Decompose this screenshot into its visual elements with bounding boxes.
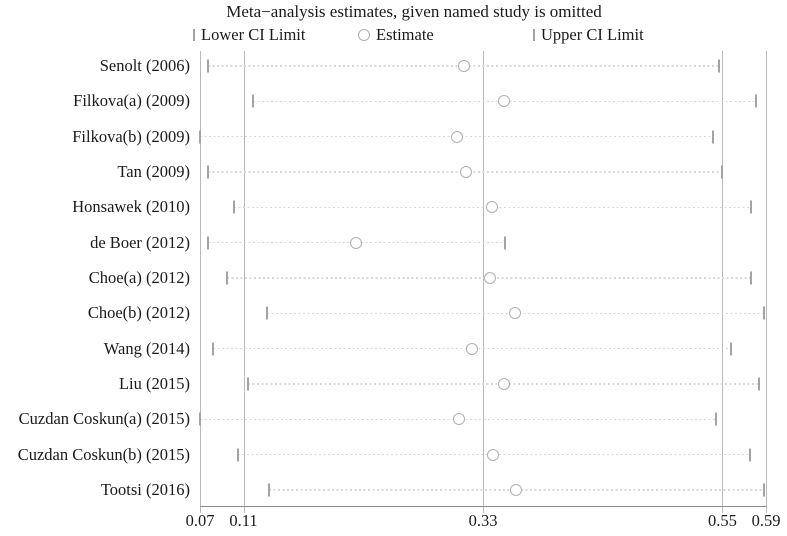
plot-frame-left (200, 51, 201, 513)
upper-ci-tick (503, 236, 506, 250)
upper-ci-tick (748, 448, 751, 462)
estimate-marker (466, 342, 479, 355)
upper-ci-tick (755, 94, 758, 108)
legend-item-estimate: Estimate (358, 25, 434, 45)
estimate-marker (486, 448, 499, 461)
lower-ci-tick (246, 377, 249, 391)
lower-ci-tick-icon (193, 29, 195, 41)
study-label: Cuzdan Coskun(a) (2015) (18, 409, 190, 429)
legend-upper-ci-label: Upper CI Limit (541, 25, 644, 44)
lower-ci-tick (252, 94, 255, 108)
estimate-circle-icon (358, 29, 370, 41)
plot-frame-right (766, 51, 767, 513)
estimate-marker (497, 377, 510, 390)
upper-ci-tick (721, 165, 724, 179)
study-label: Cuzdan Coskun(b) (2015) (17, 444, 190, 464)
lower-ci-tick (206, 236, 209, 250)
estimate-marker (483, 271, 496, 284)
lower-ci-tick (206, 165, 209, 179)
lower-ci-tick (266, 306, 269, 320)
upper-ci-tick (762, 306, 765, 320)
upper-ci-tick (714, 412, 717, 426)
estimate-marker (459, 165, 472, 178)
x-tick-label: 0.33 (468, 511, 498, 530)
upper-ci-tick (730, 342, 733, 356)
study-label: de Boer (2012) (90, 232, 190, 252)
study-label: Filkova(b) (2009) (72, 126, 190, 146)
estimate-marker (458, 60, 471, 72)
reference-line-0.33 (483, 51, 484, 513)
x-tick-label: 0.07 (185, 511, 215, 530)
study-label: Senolt (2006) (99, 56, 190, 75)
lower-ci-tick (232, 200, 235, 214)
legend-lower-ci-label: Lower CI Limit (201, 25, 306, 44)
estimate-marker (453, 413, 466, 426)
study-label: Choe(b) (2012) (87, 303, 190, 323)
estimate-marker (509, 483, 522, 496)
estimate-marker (508, 307, 521, 320)
reference-line-0.55 (722, 51, 724, 513)
reference-line-0.11 (243, 51, 245, 513)
estimate-marker (450, 130, 463, 143)
upper-ci-tick (762, 483, 765, 497)
lower-ci-tick (226, 271, 229, 285)
x-tick-label: 0.55 (708, 511, 737, 530)
x-axis-line (200, 506, 766, 507)
estimate-marker (497, 95, 510, 108)
estimate-marker (349, 236, 362, 249)
legend-item-lower-ci: Lower CI Limit (193, 25, 305, 45)
study-label: Choe(a) (2012) (88, 267, 190, 287)
study-label: Tootsi (2016) (100, 479, 190, 499)
legend-item-upper-ci: Upper CI Limit (533, 25, 644, 45)
study-label: Filkova(a) (2009) (73, 91, 190, 111)
lower-ci-tick (237, 448, 240, 462)
legend: Lower CI Limit Estimate Upper CI Limit (0, 0, 787, 46)
lower-ci-tick (199, 412, 201, 426)
lower-ci-tick (267, 483, 270, 497)
plot-title: Meta−analysis estimates, given named stu… (226, 2, 602, 21)
study-label: Wang (2014) (103, 338, 190, 358)
upper-ci-tick-icon (533, 29, 535, 41)
lower-ci-tick (212, 342, 215, 356)
legend-estimate-label: Estimate (376, 25, 434, 44)
x-tick-label: 0.59 (751, 511, 781, 530)
upper-ci-tick (749, 271, 752, 285)
lower-ci-tick (199, 130, 201, 144)
x-tick-label: 0.11 (229, 511, 258, 530)
study-label: Honsawek (2010) (72, 197, 190, 217)
upper-ci-tick (718, 59, 721, 73)
estimate-marker (485, 201, 498, 214)
study-label: Liu (2015) (118, 373, 190, 393)
upper-ci-tick (758, 377, 761, 391)
upper-ci-tick (749, 200, 752, 214)
upper-ci-tick (711, 130, 714, 144)
lower-ci-tick (206, 59, 209, 73)
study-label: Tan (2009) (117, 161, 190, 181)
